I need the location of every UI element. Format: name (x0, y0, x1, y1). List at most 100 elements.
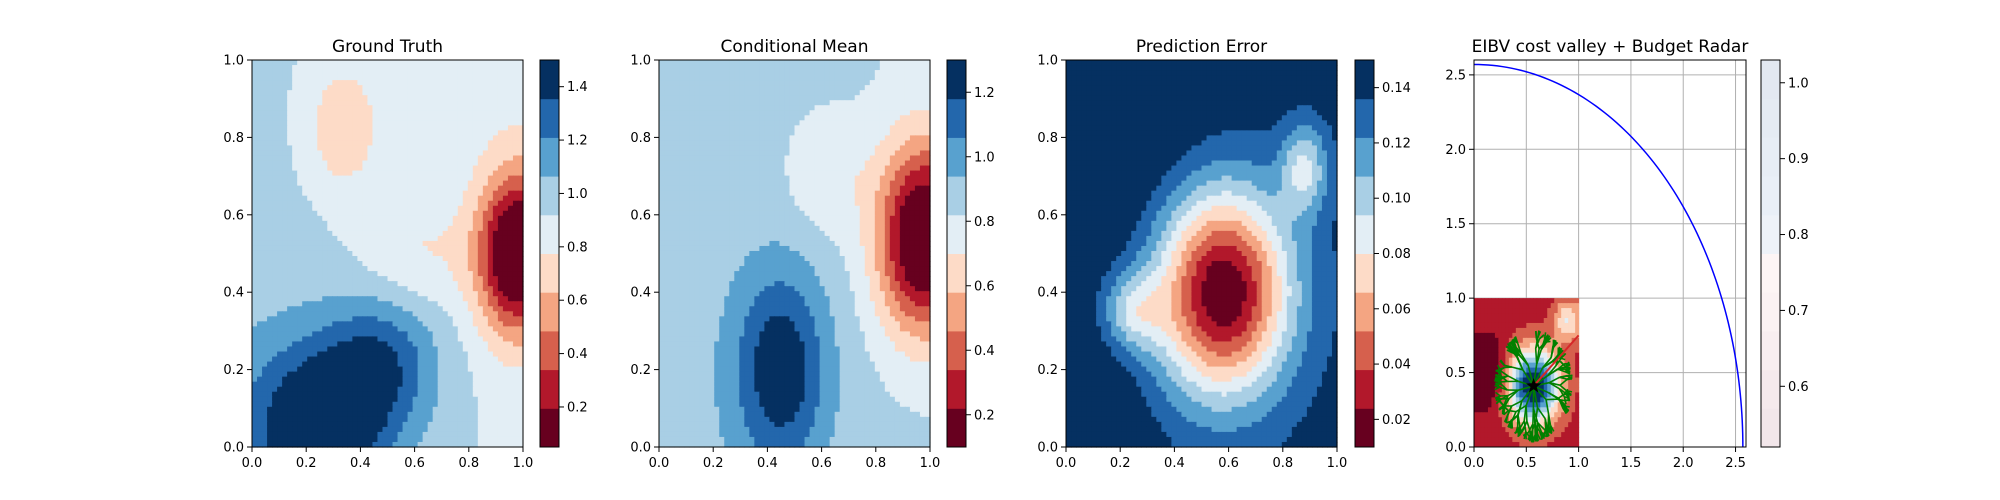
heatmap-cell (462, 190, 469, 197)
heatmap-cell (472, 291, 479, 297)
heatmap-cell (372, 125, 379, 131)
heatmap-cell (457, 271, 464, 277)
heatmap-cell (282, 261, 288, 267)
heatmap-cell (689, 75, 695, 81)
heatmap-cell (337, 416, 343, 423)
heatmap-cell (437, 371, 444, 378)
heatmap-cell (352, 95, 358, 101)
heatmap-cell (799, 65, 806, 71)
heatmap-cell (472, 371, 479, 378)
heatmap-cell (272, 155, 278, 162)
heatmap-cell (407, 391, 414, 398)
heatmap-cell (377, 281, 384, 287)
heatmap-cell (754, 95, 760, 101)
heatmap-cell (859, 115, 866, 121)
heatmap-cell (327, 195, 333, 202)
heatmap-cell (297, 301, 303, 307)
heatmap-cell (257, 401, 263, 408)
heatmap-cell (312, 245, 318, 252)
heatmap-cell (402, 316, 409, 322)
heatmap-cell (367, 65, 374, 71)
heatmap-cell (302, 271, 308, 277)
heatmap-cell (337, 286, 343, 292)
heatmap-cell (899, 105, 906, 111)
heatmap-cell (417, 436, 424, 443)
heatmap-cell (287, 396, 293, 403)
heatmap-cell (337, 306, 343, 312)
heatmap-cell (492, 266, 499, 272)
heatmap-cell (427, 336, 434, 343)
heatmap-cell (517, 90, 524, 96)
heatmap-cell (312, 286, 318, 292)
heatmap-cell (839, 90, 846, 96)
heatmap-cell (512, 421, 519, 428)
heatmap-cell (437, 276, 444, 282)
colorbar-segment (540, 253, 559, 293)
heatmap-cell (749, 130, 755, 136)
heatmap-cell (297, 195, 303, 202)
heatmap-cell (392, 100, 399, 106)
heatmap-cell (477, 155, 484, 162)
heatmap-cell (447, 130, 454, 136)
heatmap-cell (417, 230, 424, 237)
heatmap-cell (337, 336, 343, 343)
heatmap-cell (342, 406, 348, 413)
heatmap-cell (307, 401, 313, 408)
heatmap-cell (452, 85, 459, 91)
heatmap-cell (317, 125, 323, 131)
heatmap-cell (442, 376, 449, 383)
x-tick-label: 0.4 (350, 456, 371, 471)
heatmap-cell (392, 80, 399, 86)
heatmap-cell (377, 145, 384, 152)
heatmap-cell (332, 341, 338, 348)
heatmap-cell (467, 406, 474, 413)
heatmap-cell (352, 130, 358, 136)
heatmap-cell (357, 416, 364, 423)
heatmap-cell (422, 125, 429, 131)
heatmap-cell (512, 175, 519, 182)
heatmap-cell (262, 95, 268, 101)
heatmap-cell (302, 85, 308, 91)
heatmap-cell (437, 321, 444, 327)
heatmap-cell (492, 70, 499, 76)
heatmap-cell (252, 70, 258, 76)
colorbar-segment (540, 292, 559, 332)
heatmap-cell (292, 60, 298, 66)
heatmap-cell (659, 130, 665, 136)
heatmap-cell (452, 90, 459, 96)
heatmap-cell (437, 391, 444, 398)
heatmap-cell (679, 75, 685, 81)
heatmap-cell (457, 306, 464, 312)
heatmap-cell (307, 165, 313, 172)
heatmap-cell (457, 336, 464, 343)
heatmap-cell (342, 376, 348, 383)
heatmap-cell (864, 80, 871, 86)
heatmap-cell (267, 436, 273, 443)
heatmap-cell (799, 105, 806, 111)
heatmap-cell (422, 245, 429, 252)
heatmap-cell (292, 366, 298, 373)
heatmap-cell (664, 120, 670, 126)
heatmap-cell (397, 200, 404, 207)
heatmap-cell (689, 100, 695, 106)
heatmap-cell (492, 331, 499, 338)
heatmap-cell (829, 100, 836, 106)
heatmap-cell (322, 60, 328, 66)
heatmap-cell (467, 190, 474, 197)
heatmap-cell (684, 95, 690, 101)
heatmap-cell (497, 165, 504, 172)
heatmap-cell (392, 160, 399, 167)
heatmap-cell (457, 366, 464, 373)
heatmap-cell (382, 115, 389, 121)
heatmap-cell (257, 165, 263, 172)
heatmap-cell (332, 401, 338, 408)
heatmap-cell (267, 286, 273, 292)
heatmap-cell (482, 346, 489, 353)
heatmap-cell (669, 95, 675, 101)
heatmap-cell (297, 311, 303, 317)
heatmap-cell (342, 60, 348, 66)
heatmap-cell (427, 361, 434, 368)
heatmap-cell (392, 185, 399, 192)
heatmap-cell (402, 185, 409, 192)
heatmap-cell (734, 85, 740, 91)
